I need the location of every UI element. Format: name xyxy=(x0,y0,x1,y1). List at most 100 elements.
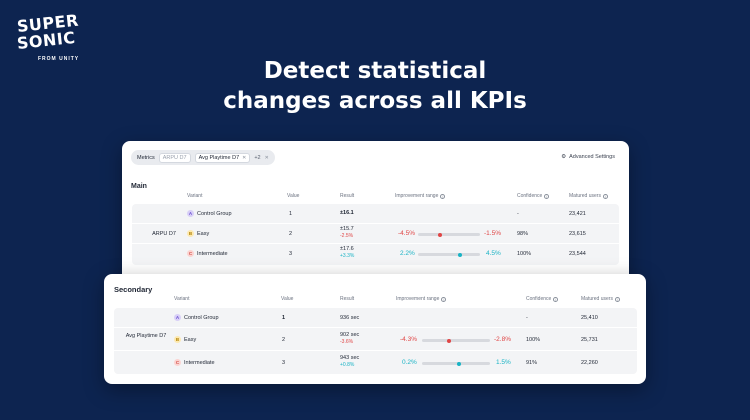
result-value: ±15.7 xyxy=(340,226,354,232)
variant-badge: C xyxy=(187,250,194,257)
result-value: 943 sec xyxy=(340,355,360,361)
variant-name: Control Group xyxy=(197,210,232,217)
column-header-matured-users: Matured users i xyxy=(581,296,620,302)
variant-name: Intermediate xyxy=(197,250,228,257)
main-section-title: Main xyxy=(131,183,147,190)
matured-users-cell: 23,615 xyxy=(569,231,586,237)
range-marker xyxy=(438,232,442,237)
column-header-label: Value xyxy=(281,296,294,302)
close-icon[interactable]: ✕ xyxy=(242,154,247,161)
variant-cell: C Intermediate xyxy=(174,359,215,366)
range-low: -4.5% xyxy=(398,230,415,237)
gear-icon: ⚙ xyxy=(561,154,567,160)
metric-name: ARPU D7 xyxy=(152,231,176,237)
matured-users-cell: 25,731 xyxy=(581,337,598,343)
matured-users-cell: 22,260 xyxy=(581,360,598,366)
headline-line-2: changes across all KPIs xyxy=(223,88,527,114)
info-icon[interactable]: i xyxy=(602,193,608,199)
column-header-confidence: Confidence i xyxy=(526,296,559,302)
column-header-variant: Variant xyxy=(187,193,202,199)
range-low: -4.3% xyxy=(400,336,417,343)
supersonic-logo: SUPER SONIC FROM UNITY xyxy=(16,11,80,62)
result-delta: -3.6% xyxy=(340,339,354,345)
matured-users-cell: 23,421 xyxy=(569,211,586,217)
column-header-label: Matured users xyxy=(581,296,613,302)
variant-badge: C xyxy=(174,359,181,366)
column-header-value: Value xyxy=(287,193,299,199)
improvement-range-bar xyxy=(418,252,480,257)
metrics-filter-bar: Metrics ARPU D7 Avg Playtime D7 ✕ +2 ✕ xyxy=(131,150,275,165)
column-header-result: Result xyxy=(340,193,354,199)
matured-users-cell: 23,544 xyxy=(569,251,586,257)
column-header-matured-users: Matured users i xyxy=(569,193,608,199)
column-header-result: Result xyxy=(340,296,354,302)
variant-name: Intermediate xyxy=(184,359,215,366)
range-low: 0.2% xyxy=(402,359,417,366)
secondary-section-title: Secondary xyxy=(114,285,153,294)
metric-name: Avg Playtime D7 xyxy=(125,333,167,339)
column-header-label: Matured users xyxy=(569,193,601,199)
column-header-label: Variant xyxy=(187,193,203,199)
variant-badge: A xyxy=(187,210,194,217)
column-header-label: Confidence xyxy=(526,296,552,302)
variant-badge: B xyxy=(187,230,194,237)
variant-name: Easy xyxy=(197,230,210,237)
column-header-confidence: Confidence i xyxy=(517,193,550,199)
confidence-cell: - xyxy=(526,315,528,321)
result-cell: ±17.6 +3.3% xyxy=(340,246,354,259)
table-row[interactable]: A Control Group 1 936 sec - 25,410 xyxy=(114,308,637,328)
column-header-label: Value xyxy=(287,193,300,199)
variant-badge: B xyxy=(174,336,181,343)
info-icon[interactable]: i xyxy=(441,296,447,302)
table-row[interactable]: B Easy 2 ±15.7 -2.5% -4.5% -1.5% 98% 23,61… xyxy=(132,224,619,244)
column-header-label: Improvement range xyxy=(396,296,440,302)
confidence-cell: 98% xyxy=(517,231,529,237)
info-icon[interactable]: i xyxy=(544,193,550,199)
result-delta: +0.8% xyxy=(340,362,355,368)
table-row[interactable]: A Control Group 1 ±16.1 - 23,421 xyxy=(132,204,619,224)
info-icon[interactable]: i xyxy=(553,296,559,302)
confidence-cell: 100% xyxy=(526,337,541,343)
variant-cell: B Easy xyxy=(174,336,196,343)
value-cell: 3 xyxy=(289,251,293,257)
info-icon[interactable]: i xyxy=(614,296,620,302)
clear-icon[interactable]: ✕ xyxy=(264,154,269,161)
result-cell: 902 sec -3.6% xyxy=(340,332,359,345)
result-delta: +3.3% xyxy=(340,253,355,259)
value-cell: 2 xyxy=(289,231,293,237)
logo-subtitle: FROM UNITY xyxy=(38,56,80,62)
advanced-settings-button[interactable]: ⚙ Advanced Settings xyxy=(561,154,615,160)
improvement-range-bar xyxy=(422,338,490,343)
matured-users-cell: 25,410 xyxy=(581,315,598,321)
table-row[interactable]: B Easy 2 902 sec -3.6% -4.3% -2.8% 100% 25… xyxy=(114,329,637,351)
metric-chip-label: ARPU D7 xyxy=(162,154,187,161)
result-cell: 936 sec xyxy=(340,315,360,321)
column-header-label: Result xyxy=(340,296,355,302)
table-row[interactable]: C Intermediate 3 ±17.6 +3.3% 2.2% 4.5% 100… xyxy=(132,244,619,264)
variant-cell: C Intermediate xyxy=(187,250,228,257)
variant-badge: A xyxy=(174,314,181,321)
info-icon[interactable]: i xyxy=(440,193,446,199)
range-high: -1.5% xyxy=(484,230,501,237)
column-header-label: Variant xyxy=(174,296,190,302)
secondary-metrics-card: Secondary Variant Value Result Improveme… xyxy=(104,274,646,384)
column-header-label: Improvement range xyxy=(395,193,439,199)
result-cell: ±16.1 xyxy=(340,210,354,216)
metric-chip-arpu[interactable]: ARPU D7 xyxy=(158,152,191,163)
column-header-value: Value xyxy=(281,296,293,302)
more-metrics-count[interactable]: +2 xyxy=(254,154,261,161)
advanced-settings-label: Advanced Settings xyxy=(569,154,615,160)
value-cell: 3 xyxy=(282,360,286,366)
logo-line-2: SONIC xyxy=(16,27,77,53)
column-header-improvement-range: Improvement range i xyxy=(396,296,447,302)
confidence-cell: 91% xyxy=(526,360,538,366)
headline-line-1: Detect statistical xyxy=(263,58,487,84)
metric-chip-playtime[interactable]: Avg Playtime D7 ✕ xyxy=(194,152,251,163)
result-cell: 943 sec +0.8% xyxy=(340,355,359,368)
variant-name: Easy xyxy=(184,336,197,343)
variant-cell: B Easy xyxy=(187,230,209,237)
column-header-label: Confidence xyxy=(517,193,543,199)
variant-cell: A Control Group xyxy=(187,210,232,217)
table-row[interactable]: C Intermediate 3 943 sec +0.8% 0.2% 1.5% 9… xyxy=(114,352,637,374)
result-cell: ±15.7 -2.5% xyxy=(340,226,354,239)
